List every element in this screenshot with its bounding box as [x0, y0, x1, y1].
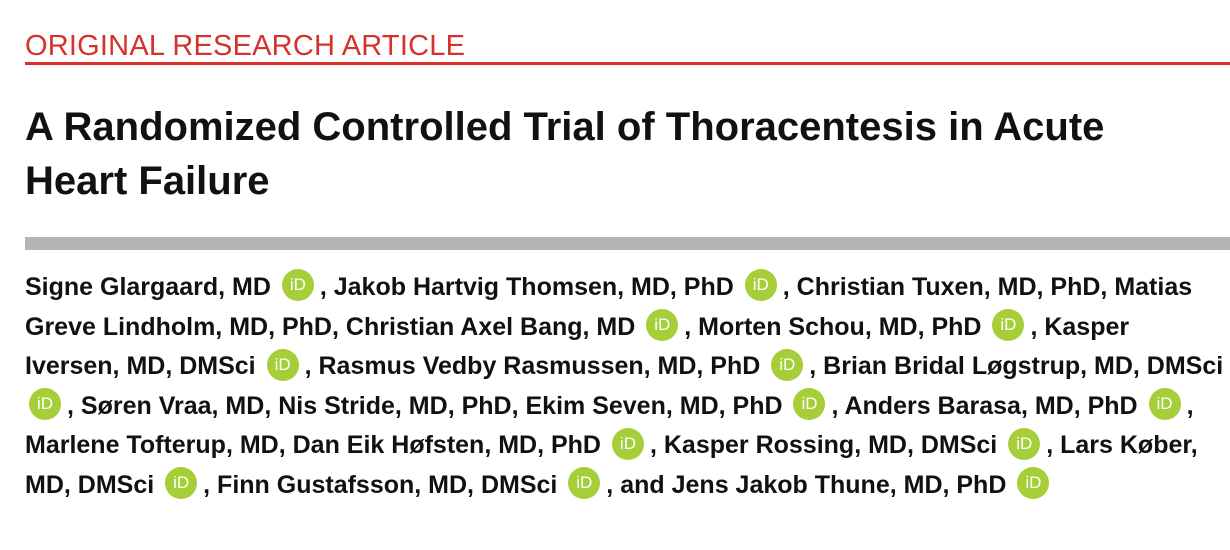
orcid-icon[interactable]: iD [1008, 427, 1041, 460]
author-name: Kasper Rossing, MD, DMSci [663, 431, 998, 460]
author-name: Signe Glargaard, MD [25, 273, 271, 301]
orcid-icon[interactable]: iD [1017, 467, 1050, 500]
author-list: Signe Glargaard, MD iD, Jakob Hartvig Th… [25, 268, 1225, 506]
separator: , [203, 470, 211, 499]
author-name: Finn Gustafsson, MD, DMSci [217, 470, 558, 499]
author-name: Jens Jakob Thune, MD, PhD [671, 470, 1007, 499]
author-name: Morten Schou, MD, PhD [698, 312, 982, 341]
separator: , [67, 391, 74, 420]
author-name: Lars Køber, MD, DMSci [25, 431, 1198, 499]
separator: , [331, 312, 339, 341]
separator: , [278, 431, 286, 460]
separator: , [1030, 312, 1038, 341]
orcid-icon[interactable]: iD [1148, 388, 1181, 421]
orcid-icon[interactable]: iD [281, 269, 314, 302]
orcid-icon[interactable]: iD [568, 467, 601, 500]
gray-rule [25, 237, 1230, 250]
orcid-icon[interactable]: iD [266, 348, 299, 381]
orcid-icon[interactable]: iD [646, 308, 679, 341]
author-name: Brian Bridal Løgstrup, MD, DMSci [823, 352, 1224, 381]
orcid-icon[interactable]: iD [771, 348, 804, 381]
separator: , [831, 391, 839, 420]
separator: , [319, 273, 327, 301]
article-type: ORIGINAL RESEARCH ARTICLE [25, 30, 466, 62]
separator: , [304, 352, 312, 381]
author-name: Christian Axel Bang, MD [345, 312, 636, 341]
author-name: Jakob Hartvig Thomsen, MD, PhD [333, 273, 734, 301]
author-name: Ekim Seven, MD, PhD [525, 391, 783, 420]
separator: , [782, 273, 790, 301]
separator: , [1100, 273, 1108, 301]
separator: , [1046, 431, 1054, 460]
separator: , [606, 470, 614, 499]
article-title: A Randomized Controlled Trial of Thorace… [25, 105, 1105, 203]
author-name: Søren Vraa, MD [80, 391, 265, 420]
separator: , [511, 391, 519, 420]
author-name: Dan Eik Høfsten, MD, PhD [292, 431, 601, 460]
orcid-icon[interactable]: iD [992, 308, 1025, 341]
separator: , [684, 312, 692, 341]
author-name: Kasper Iversen, MD, DMSci [25, 312, 1130, 381]
separator: , [809, 352, 817, 381]
separator: , [649, 431, 657, 460]
author-name: Marlene Tofterup, MD [25, 431, 279, 460]
red-rule [25, 62, 1230, 65]
author-name: Christian Tuxen, MD, PhD [796, 273, 1101, 301]
orcid-icon[interactable]: iD [165, 467, 198, 500]
separator: , [264, 391, 272, 420]
separator: , [1186, 391, 1194, 420]
author-name: Nis Stride, MD, PhD [278, 391, 512, 420]
author-name: Rasmus Vedby Rasmussen, MD, PhD [318, 352, 761, 381]
orcid-icon[interactable]: iD [793, 388, 826, 421]
orcid-icon[interactable]: iD [611, 427, 644, 460]
author-name: Matias Greve Lindholm, MD, PhD [25, 273, 1193, 341]
orcid-icon[interactable]: iD [744, 269, 777, 302]
conjunction: and [620, 470, 665, 499]
orcid-icon[interactable]: iD [29, 388, 61, 421]
author-name: Anders Barasa, MD, PhD [844, 391, 1138, 420]
